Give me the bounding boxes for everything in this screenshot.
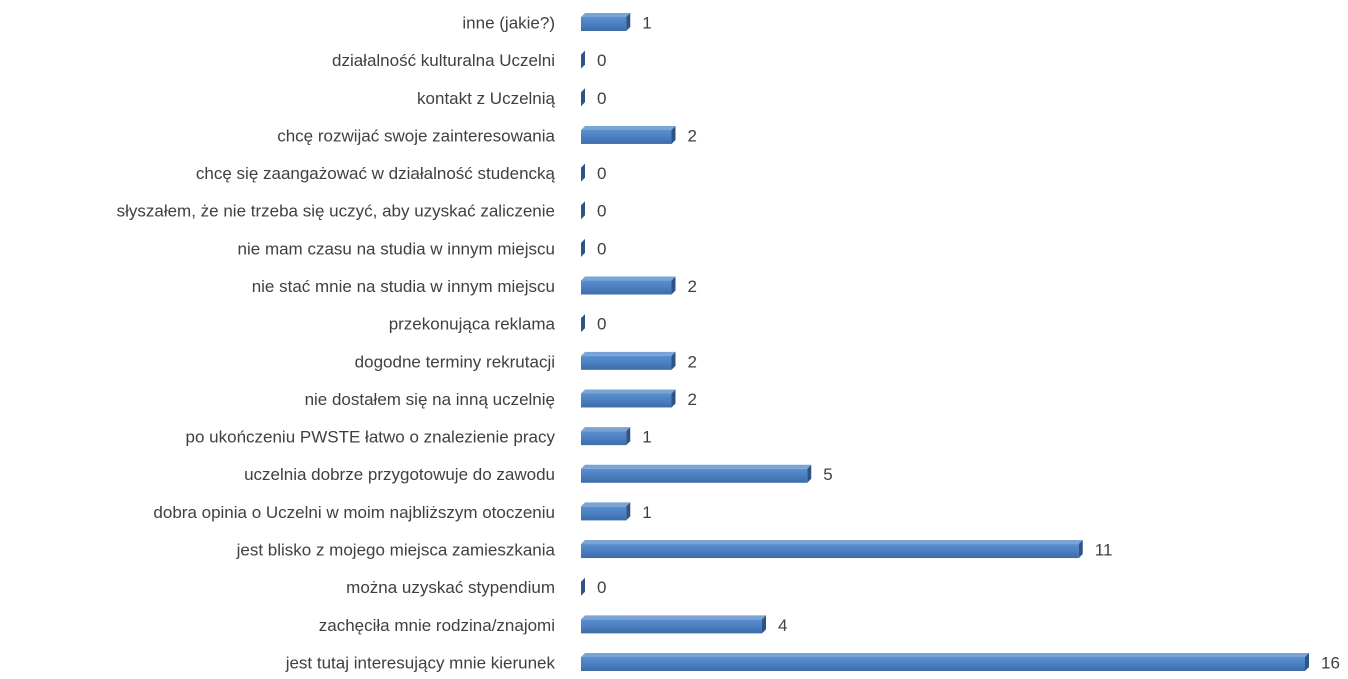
bar: [581, 464, 812, 483]
value-label: 2: [688, 126, 697, 145]
value-label: 0: [597, 89, 606, 108]
bar: [581, 238, 585, 257]
bar: [581, 540, 1083, 559]
value-label: 11: [1095, 541, 1113, 560]
category-label: dogodne terminy rekrutacji: [355, 352, 555, 371]
category-label: inne (jakie?): [462, 13, 555, 32]
category-label: jest blisko z mojego miejsca zamieszkani…: [236, 541, 556, 560]
category-label: chcę rozwijać swoje zainteresowania: [277, 126, 555, 145]
value-label: 0: [597, 51, 606, 70]
value-label: 16: [1321, 653, 1340, 672]
value-label: 2: [688, 352, 697, 371]
bar: [581, 201, 585, 220]
bar: [581, 13, 631, 31]
bar: [581, 427, 631, 446]
value-label: 2: [688, 390, 697, 409]
bar: [581, 125, 676, 144]
bar: [581, 163, 585, 182]
category-label: zachęciła mnie rodzina/znajomi: [319, 616, 555, 635]
value-label: 1: [642, 428, 651, 447]
bar: [581, 577, 585, 596]
category-label: jest tutaj interesujący mnie kierunek: [285, 653, 556, 672]
value-label: 0: [597, 202, 606, 221]
bar: [581, 389, 676, 408]
category-label: nie dostałem się na inną uczelnię: [305, 390, 555, 409]
category-label: nie stać mnie na studia w innym miejscu: [252, 277, 555, 296]
bar: [581, 276, 676, 295]
bar: [581, 88, 585, 107]
category-label: nie mam czasu na studia w innym miejscu: [238, 239, 555, 258]
bar: [581, 653, 1309, 671]
value-label: 0: [597, 164, 606, 183]
category-label: słyszałem, że nie trzeba się uczyć, aby …: [117, 202, 555, 221]
value-label: 5: [823, 465, 832, 484]
category-label: po ukończeniu PWSTE łatwo o znalezienie …: [186, 428, 556, 447]
bar: [581, 50, 585, 69]
category-label: kontakt z Uczelnią: [417, 89, 555, 108]
category-label: uczelnia dobrze przygotowuje do zawodu: [244, 465, 555, 484]
value-label: 0: [597, 315, 606, 334]
value-label: 1: [642, 13, 651, 32]
bar: [581, 615, 766, 634]
value-label: 4: [778, 616, 787, 635]
bar: [581, 502, 631, 521]
category-label: chcę się zaangażować w działalność stude…: [196, 164, 556, 183]
value-label: 1: [642, 503, 651, 522]
value-label: 0: [597, 239, 606, 258]
category-label: dobra opinia o Uczelni w moim najbliższy…: [153, 503, 555, 522]
category-label: można uzyskać stypendium: [346, 578, 555, 597]
value-label: 0: [597, 578, 606, 597]
category-label: działalność kulturalna Uczelni: [332, 51, 555, 70]
category-label: przekonująca reklama: [389, 315, 556, 334]
value-label: 2: [688, 277, 697, 296]
bar: [581, 351, 676, 370]
bar: [581, 314, 585, 333]
